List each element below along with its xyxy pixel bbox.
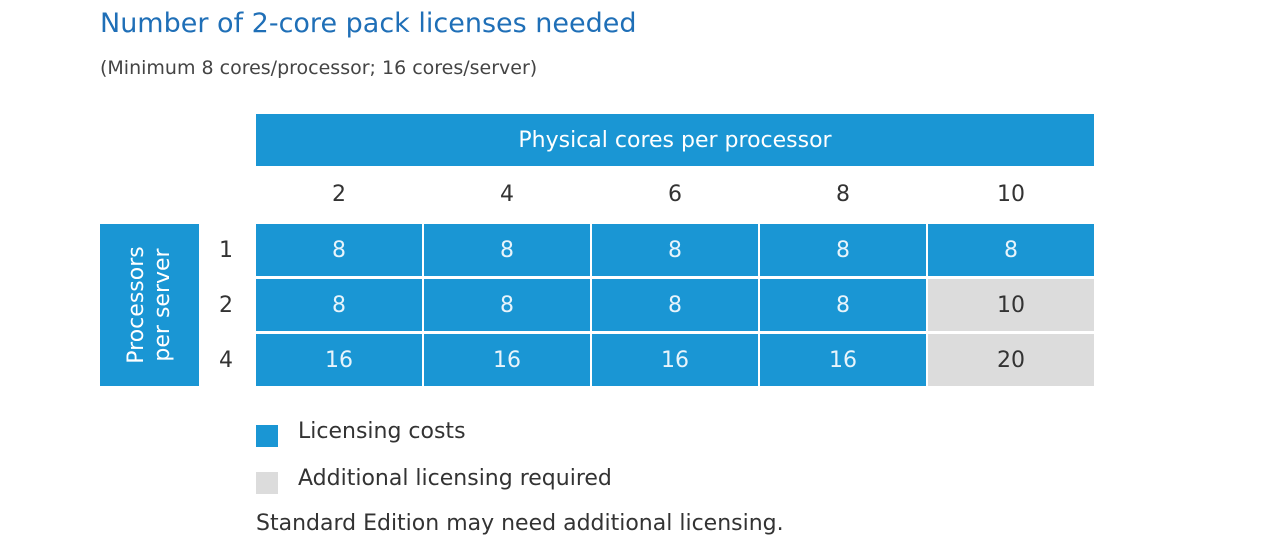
table-cell: 8 bbox=[424, 224, 590, 276]
legend-swatch-cost bbox=[256, 425, 278, 447]
table-cell: 8 bbox=[592, 279, 758, 331]
table-cell: 16 bbox=[424, 334, 590, 386]
legend-swatch-additional bbox=[256, 472, 278, 494]
table-cell: 8 bbox=[424, 279, 590, 331]
legend-label-cost: Licensing costs bbox=[298, 419, 466, 444]
column-header: Physical cores per processor bbox=[256, 114, 1094, 166]
row-label-1: 1 bbox=[219, 237, 233, 263]
row-label-4: 4 bbox=[219, 347, 233, 373]
column-label-6: 6 bbox=[668, 181, 682, 207]
row-header: Processors per server bbox=[100, 224, 199, 386]
table-cell: 8 bbox=[760, 279, 926, 331]
table-cell: 8 bbox=[592, 224, 758, 276]
table-cell: 20 bbox=[928, 334, 1094, 386]
footnote: Standard Edition may need additional lic… bbox=[256, 511, 784, 536]
column-label-8: 8 bbox=[836, 181, 850, 207]
row-header-label: Processors per server bbox=[123, 246, 175, 364]
table-cell: 8 bbox=[928, 224, 1094, 276]
chart-subtitle: (Minimum 8 cores/processor; 16 cores/ser… bbox=[100, 57, 538, 79]
table-cell: 8 bbox=[760, 224, 926, 276]
table-cell: 16 bbox=[760, 334, 926, 386]
column-label-10: 10 bbox=[997, 181, 1025, 207]
column-label-2: 2 bbox=[332, 181, 346, 207]
chart-title: Number of 2-core pack licenses needed bbox=[100, 8, 637, 39]
table-cell: 10 bbox=[928, 279, 1094, 331]
table-cell: 8 bbox=[256, 224, 422, 276]
table-cell: 16 bbox=[592, 334, 758, 386]
row-label-2: 2 bbox=[219, 292, 233, 318]
column-label-4: 4 bbox=[500, 181, 514, 207]
table-cell: 8 bbox=[256, 279, 422, 331]
table-cell: 16 bbox=[256, 334, 422, 386]
legend-label-additional: Additional licensing required bbox=[298, 466, 612, 491]
